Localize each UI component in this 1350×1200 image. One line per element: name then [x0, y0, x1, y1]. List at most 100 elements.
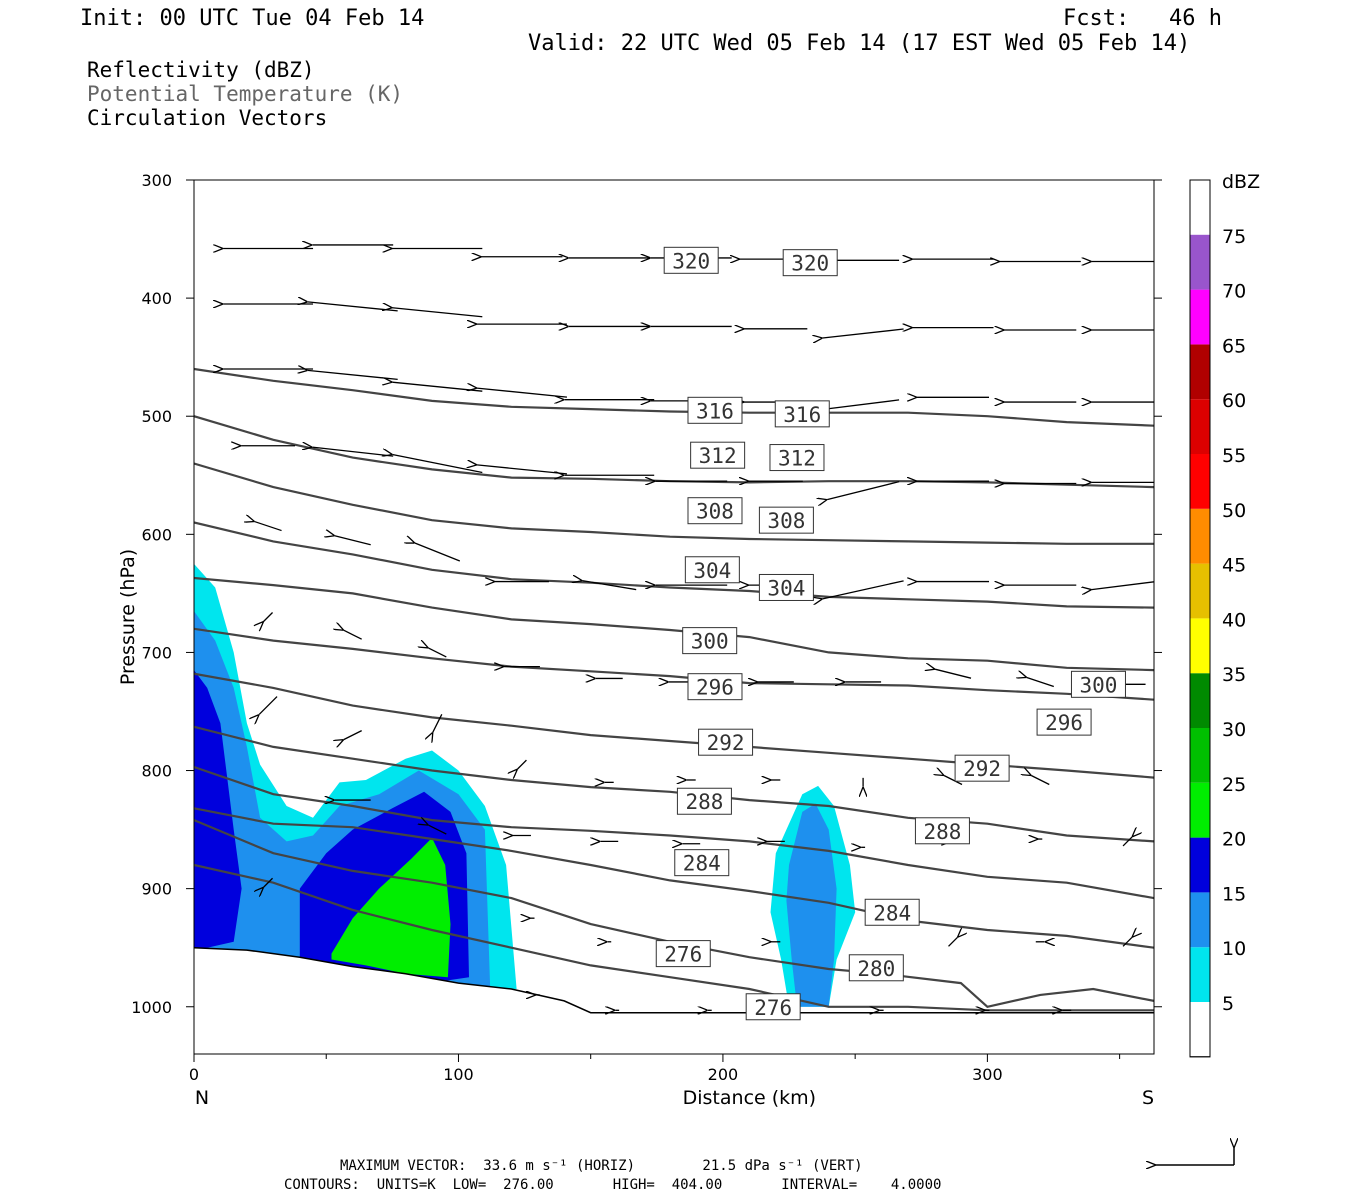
circulation-vector — [823, 328, 904, 338]
theta-contour-292 — [194, 725, 1154, 843]
circulation-vector — [477, 388, 567, 398]
colorbar-tick-label: 20 — [1222, 829, 1246, 851]
theta-label-296: 296 — [1036, 708, 1092, 736]
circulation-vector — [264, 612, 274, 622]
circulation-vector — [1122, 837, 1132, 847]
reflectivity-region-10dbz — [786, 803, 837, 1007]
legend-vectors: Circulation Vectors — [87, 106, 328, 130]
theta-label-text: 308 — [767, 509, 805, 533]
circulation-vector — [308, 302, 398, 312]
colorbar-swatch-55 — [1190, 399, 1210, 454]
circulation-vector — [255, 522, 282, 532]
colorbar-tick-label: 55 — [1222, 445, 1246, 467]
theta-label-288: 288 — [676, 787, 732, 815]
circulation-vector — [827, 399, 900, 409]
circulation-vector — [935, 669, 972, 679]
theta-label-box — [1036, 708, 1092, 736]
theta-label-text: 292 — [963, 757, 1001, 781]
colorbar-tick-label: 45 — [1222, 555, 1246, 577]
theta-label-box — [848, 954, 904, 982]
theta-label-308: 308 — [758, 506, 814, 534]
colorbar-swatch-60 — [1190, 344, 1210, 400]
theta-label-296: 296 — [687, 673, 743, 701]
theta-label-300: 300 — [682, 627, 738, 655]
circulation-vector — [344, 630, 362, 640]
circulation-vector — [582, 581, 637, 591]
circulation-vector — [827, 480, 900, 500]
colorbar-swatch-40 — [1190, 563, 1210, 619]
colorbar-tick-label: 75 — [1222, 226, 1246, 248]
theta-label-text: 312 — [699, 444, 737, 468]
circulation-vector — [944, 775, 963, 786]
circulation-vector — [259, 696, 278, 715]
colorbar-swatch-30 — [1190, 673, 1210, 728]
y-tick-label: 400 — [141, 289, 172, 308]
circulation-vector — [433, 714, 443, 732]
theta-label-312: 312 — [769, 444, 825, 472]
colorbar-tick-label: 30 — [1222, 719, 1246, 741]
theta-label-box — [769, 444, 825, 472]
colorbar-swatch-25 — [1190, 728, 1210, 783]
circulation-vector — [517, 759, 527, 769]
circulation-vector — [1031, 775, 1050, 786]
colorbar-tick-label: 40 — [1222, 609, 1246, 631]
theta-label-box — [690, 441, 746, 469]
circulation-vector — [428, 648, 447, 658]
theta-label-box — [687, 497, 743, 525]
theta-label-text: 304 — [767, 576, 805, 600]
circulation-vector — [948, 937, 958, 947]
colorbar-swatch-70 — [1190, 234, 1210, 290]
y-tick-label: 300 — [141, 171, 172, 190]
theta-label-text: 284 — [683, 852, 721, 876]
theta-label-box — [674, 849, 730, 877]
theta-label-300: 300 — [1070, 670, 1126, 698]
theta-contour-296 — [194, 672, 1154, 779]
circulation-vector — [823, 580, 904, 599]
theta-label-312: 312 — [690, 441, 746, 469]
theta-label-308: 308 — [687, 497, 743, 525]
theta-label-box — [684, 556, 740, 584]
x-tick-label: 0 — [189, 1065, 199, 1084]
theta-label-text: 304 — [693, 559, 731, 583]
theta-label-text: 316 — [783, 403, 821, 427]
theta-contour-308 — [194, 521, 1154, 609]
y-tick-label: 1000 — [131, 998, 172, 1017]
theta-label-box — [758, 573, 814, 601]
theta-contour-288 — [194, 765, 1154, 900]
colorbar-tick-label: 10 — [1222, 938, 1246, 960]
circulation-vector — [392, 454, 483, 474]
circulation-vector — [1092, 581, 1154, 590]
theta-contour-316 — [194, 415, 1154, 489]
theta-label-text: 284 — [873, 901, 911, 925]
theta-contour-320 — [194, 367, 1154, 427]
reflectivity-region-15dbz — [194, 670, 242, 948]
theta-label-box — [864, 898, 920, 926]
theta-label-284: 284 — [864, 898, 920, 926]
legend-reflectivity: Reflectivity (dBZ) — [87, 58, 315, 82]
theta-label-text: 308 — [696, 500, 734, 524]
theta-label-box — [758, 506, 814, 534]
circulation-vector — [392, 382, 483, 392]
theta-label-box — [687, 396, 743, 424]
circulation-vector — [415, 543, 461, 562]
theta-label-text: 280 — [857, 957, 895, 981]
theta-label-304: 304 — [684, 556, 740, 584]
theta-label-box — [954, 754, 1010, 782]
colorbar-tick-label: 5 — [1222, 993, 1234, 1015]
theta-label-text: 296 — [1045, 711, 1083, 735]
theta-label-box — [914, 817, 970, 845]
theta-label-box — [745, 993, 801, 1021]
theta-label-text: 288 — [923, 820, 961, 844]
theta-label-292: 292 — [954, 754, 1010, 782]
colorbar-outline — [1189, 179, 1211, 1058]
circulation-vector — [392, 308, 483, 318]
theta-label-box — [682, 627, 738, 655]
colorbar-tick-label: 65 — [1222, 335, 1246, 357]
max-vector-note: MAXIMUM VECTOR: 33.6 m s⁻¹ (HORIZ) 21.5 … — [340, 1158, 863, 1174]
circulation-vector — [428, 825, 447, 835]
colorbar-swatch-20 — [1190, 782, 1210, 838]
terrain-mask — [194, 947, 1154, 1054]
theta-contour-284 — [194, 807, 1154, 949]
y-tick-label: 600 — [141, 525, 172, 544]
